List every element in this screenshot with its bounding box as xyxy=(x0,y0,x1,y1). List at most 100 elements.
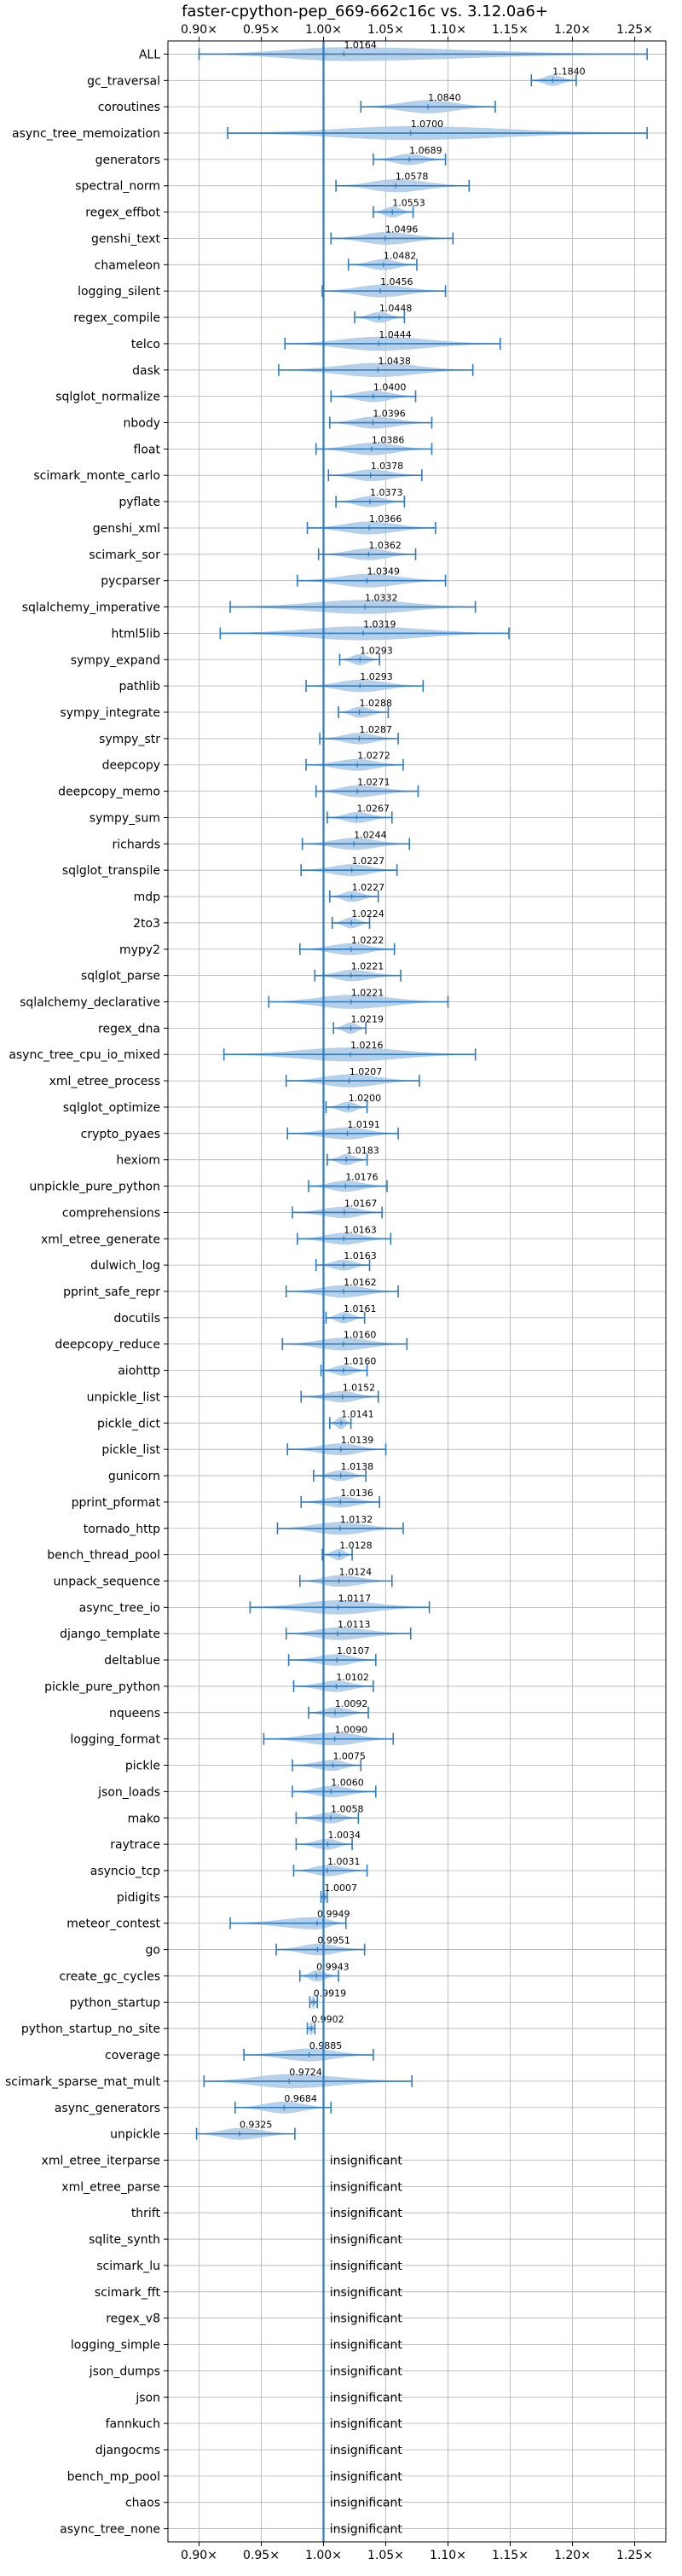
category-label: generators xyxy=(95,154,160,167)
value-label: 1.0160 xyxy=(344,1356,377,1367)
value-label: 0.9325 xyxy=(240,2120,273,2131)
value-label: 0.9943 xyxy=(316,1961,350,1972)
category-label: async_generators xyxy=(55,2102,160,2115)
value-label: 1.0092 xyxy=(335,1698,368,1709)
value-label: 1.0138 xyxy=(341,1461,374,1472)
category-label: scimark_monte_carlo xyxy=(33,469,160,483)
x-tick-label-bottom: 0.95× xyxy=(243,2549,280,2562)
insignificant-label: insignificant xyxy=(330,2260,403,2273)
category-label: gc_traversal xyxy=(87,74,160,88)
value-label: 1.0164 xyxy=(344,39,377,50)
x-tick-label-bottom: 1.00× xyxy=(305,2549,342,2562)
category-label: mako xyxy=(128,1812,160,1825)
value-label: 1.0221 xyxy=(351,961,384,972)
value-label: 0.9949 xyxy=(317,1909,350,1920)
value-label: 1.0058 xyxy=(331,1803,364,1814)
category-label: django_template xyxy=(60,1627,160,1641)
value-label: 1.0272 xyxy=(357,751,390,762)
value-label: 1.0034 xyxy=(327,1830,361,1841)
category-label: comprehensions xyxy=(62,1206,160,1220)
category-label: xml_etree_parse xyxy=(61,2180,160,2194)
category-label: async_tree_io xyxy=(79,1601,160,1615)
value-label: 1.0191 xyxy=(347,1119,380,1130)
category-label: sqlalchemy_declarative xyxy=(20,996,160,1010)
insignificant-label: insignificant xyxy=(330,2364,403,2378)
value-label: 1.0373 xyxy=(370,487,403,498)
category-label: pyflate xyxy=(118,496,160,509)
category-label: mdp xyxy=(134,891,161,904)
category-label: html5lib xyxy=(112,627,161,641)
value-label: 1.0163 xyxy=(344,1250,377,1262)
value-label: 1.0438 xyxy=(378,356,411,367)
value-label: 0.9684 xyxy=(284,2093,317,2104)
category-label: gunicorn xyxy=(108,1470,160,1483)
category-label: pickle xyxy=(125,1760,160,1773)
category-label: sympy_integrate xyxy=(60,706,160,720)
value-label: 1.0162 xyxy=(344,1277,377,1288)
value-label: 1.0113 xyxy=(338,1619,371,1630)
value-label: 1.0293 xyxy=(360,671,393,682)
value-label: 1.0167 xyxy=(344,1198,378,1209)
value-label: 1.0216 xyxy=(350,1040,384,1051)
category-label: coverage xyxy=(105,2049,160,2063)
category-label: deepcopy_reduce xyxy=(55,1338,160,1352)
category-label: async_tree_memoization xyxy=(12,127,160,141)
category-label: logging_simple xyxy=(71,2339,160,2353)
category-label: meteor_contest xyxy=(66,1917,160,1931)
x-tick-label-top: 1.15× xyxy=(492,23,529,37)
value-label: 1.0288 xyxy=(360,698,393,709)
category-label: pidigits xyxy=(117,1891,160,1905)
insignificant-label: insignificant xyxy=(330,2233,403,2247)
value-label: 1.0141 xyxy=(341,1408,374,1419)
category-label: deepcopy_memo xyxy=(58,786,160,799)
value-label: 1.0221 xyxy=(351,988,384,999)
category-label: genshi_text xyxy=(91,232,161,246)
value-label: 1.0007 xyxy=(325,1883,358,1894)
value-label: 1.1840 xyxy=(552,66,586,77)
category-label: pprint_pformat xyxy=(72,1496,161,1510)
category-label: hexiom xyxy=(116,1154,160,1168)
category-label: logging_format xyxy=(70,1733,160,1747)
category-label: unpack_sequence xyxy=(54,1575,160,1588)
category-label: chameleon xyxy=(95,258,160,272)
value-label: 1.0124 xyxy=(339,1566,373,1577)
value-label: 1.0332 xyxy=(365,593,398,604)
value-label: 1.0444 xyxy=(379,329,412,340)
value-label: 1.0060 xyxy=(331,1777,364,1788)
category-label: nqueens xyxy=(109,1707,160,1720)
category-label: richards xyxy=(113,838,161,851)
x-tick-label-bottom: 1.10× xyxy=(430,2549,466,2562)
category-label: bench_thread_pool xyxy=(47,1549,160,1563)
value-label: 1.0400 xyxy=(373,382,407,393)
value-label: 1.0271 xyxy=(357,777,390,788)
value-label: 1.0700 xyxy=(411,119,444,130)
category-label: pprint_safe_repr xyxy=(63,1285,160,1299)
category-label: async_tree_none xyxy=(60,2523,160,2537)
category-label: xml_etree_process xyxy=(49,1075,160,1088)
value-label: 0.9951 xyxy=(317,1935,350,1947)
value-label: 1.0132 xyxy=(340,1514,373,1525)
category-label: unpickle_pure_python xyxy=(29,1181,160,1194)
category-label: regex_effbot xyxy=(85,206,160,220)
chart-title: faster-cpython-pep_669-662c16c vs. 3.12.… xyxy=(182,3,548,20)
category-label: regex_v8 xyxy=(106,2312,160,2326)
insignificant-label: insignificant xyxy=(330,2417,403,2431)
value-label: 1.0136 xyxy=(340,1488,373,1499)
category-label: regex_dna xyxy=(98,1022,160,1036)
category-label: ALL xyxy=(139,48,160,61)
value-label: 1.0227 xyxy=(352,882,385,893)
x-tick-label-top: 1.25× xyxy=(616,23,653,37)
x-tick-label-top: 1.10× xyxy=(430,23,466,37)
value-label: 1.0293 xyxy=(360,645,393,656)
value-label: 1.0160 xyxy=(344,1330,377,1341)
insignificant-label: insignificant xyxy=(330,2180,403,2194)
x-tick-label-top: 0.95× xyxy=(243,23,280,37)
category-label: telco xyxy=(131,338,160,351)
category-label: json_loads xyxy=(97,1785,160,1799)
value-label: 0.9885 xyxy=(309,2040,343,2051)
category-label: dask xyxy=(132,364,161,378)
value-label: 1.0139 xyxy=(341,1435,374,1446)
value-label: 1.0553 xyxy=(392,198,425,209)
value-label: 1.0102 xyxy=(336,1672,369,1683)
value-label: 1.0222 xyxy=(351,935,384,946)
